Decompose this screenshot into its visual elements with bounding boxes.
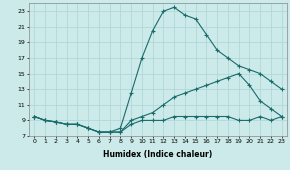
X-axis label: Humidex (Indice chaleur): Humidex (Indice chaleur) xyxy=(104,150,213,159)
